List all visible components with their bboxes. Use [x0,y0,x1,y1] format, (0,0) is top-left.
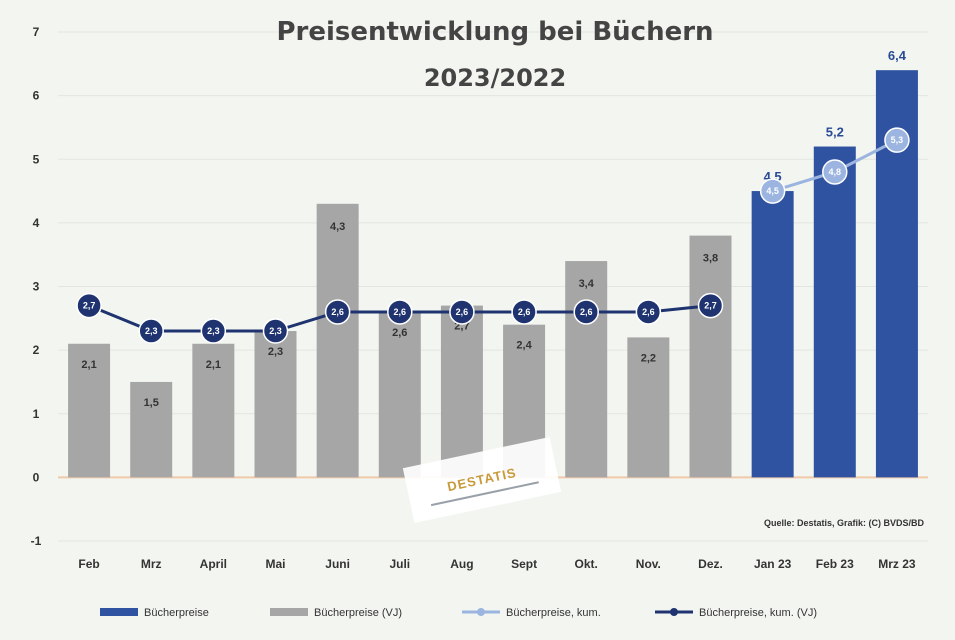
y-tick-label: 6 [33,89,40,103]
bars: 4,5 5,2 6,4 2,1 1,5 2,1 2,3 4,3 2,6 2,7 2,4 3,4 2,2 3… [68,48,918,478]
x-tick-label: Sept [511,557,537,571]
y-axis: -1 0 1 2 3 4 5 6 7 [31,25,42,548]
bar-data-label: 6,4 [888,48,907,63]
line-point [138,318,164,344]
bar [751,191,794,478]
line-point [697,292,724,319]
y-tick-label: 3 [33,280,40,294]
point-data-label: 2,3 [269,326,282,336]
point-data-label: 2,3 [145,326,158,336]
line-point [884,127,910,153]
line-point [573,299,599,325]
point-data-label: 2,7 [704,301,717,311]
x-tick-label: Feb 23 [816,557,854,571]
watermark-badge: DESTATIS [402,437,562,523]
legend-swatch [100,608,138,616]
point-data-label: 2,7 [83,301,96,311]
y-tick-label: 5 [33,152,40,166]
line-point [822,159,848,185]
point-data-label: 2,6 [518,307,531,317]
x-tick-label: Feb [78,557,99,571]
y-tick-label: 2 [33,343,40,357]
legend-label: Bücherpreise, kum. (VJ) [699,607,817,619]
lines: 4,5 4,8 5,3 2,7 2,3 2,3 2,3 2,6 2,6 2,6 2,6 2,6 2,6 2… [76,127,910,344]
point-data-label: 2,6 [642,307,655,317]
line-point [511,299,537,325]
legend-label: Bücherpreise, kum. [506,607,601,619]
watermark-underline [430,481,539,507]
x-tick-label: Jan 23 [754,557,792,571]
bar [689,235,732,478]
x-tick-label: Juni [325,557,350,571]
line-point [449,299,475,325]
x-axis: Feb Mrz April Mai Juni Juli Aug Sept Okt. Nov. Dez… [78,557,916,571]
x-tick-label: April [200,557,227,571]
bar [440,305,483,478]
line-point [759,178,786,204]
bar [316,203,359,478]
bar [130,381,173,478]
legend-marker [670,608,678,616]
bar [813,146,856,478]
watermark: DESTATIS [402,437,562,523]
point-data-label: 2,6 [331,307,344,317]
line-point [635,299,662,325]
chart-title-line-1: Preisentwicklung bei Büchern [276,17,713,47]
legend-label: Bücherpreise (VJ) [314,607,402,619]
bar-data-label: 2,1 [206,359,221,371]
x-tick-label: Dez. [698,557,723,571]
legend: Bücherpreise Bücherpreise (VJ) Bücherpreis… [100,607,817,619]
bar-data-label: 3,4 [579,278,595,290]
bar-data-label: 2,2 [641,352,656,364]
bar-data-label: 2,4 [516,340,532,352]
bar-data-label: 2,1 [81,359,96,371]
bar-data-label: 3,8 [703,253,718,265]
bar [254,331,297,478]
x-tick-label: Nov. [636,557,661,571]
watermark-card [402,437,562,523]
line-point [262,318,289,344]
y-tick-label: 7 [33,25,40,39]
point-data-label: 2,3 [207,326,220,336]
x-tick-label: Mrz [141,557,162,571]
point-data-label: 5,3 [891,135,904,145]
point-data-label: 4,5 [766,186,779,196]
bar [378,311,421,478]
x-tick-label: Okt. [575,557,598,571]
point-data-label: 2,6 [580,307,593,317]
bar-data-label: 5,2 [826,125,844,140]
bar-data-label: 4,3 [330,221,345,233]
x-tick-label: Juli [389,557,410,571]
bar-data-label: 1,5 [144,397,159,409]
line-point [324,299,351,325]
y-tick-label: 1 [33,407,40,421]
bar [565,261,608,478]
point-data-label: 4,8 [829,167,842,177]
x-tick-label: Aug [450,557,473,571]
chart-source: Quelle: Destatis, Grafik: (C) BVDS/BD [764,518,925,528]
x-tick-label: Mai [265,557,285,571]
legend-swatch [270,608,308,616]
chart-title-line-2: 2023/2022 [424,64,566,92]
x-tick-label: Mrz 23 [878,557,916,571]
line-point [387,299,413,325]
y-tick-label: 4 [33,216,40,230]
y-tick-label: 0 [33,470,40,484]
point-data-label: 2,6 [456,307,469,317]
bar [68,343,111,478]
bar-data-label: 2,6 [392,327,407,339]
line-point [76,292,102,319]
legend-marker [477,608,485,616]
y-tick-label: -1 [31,534,42,548]
bar-data-label: 2,3 [268,346,283,358]
line-point [200,318,227,344]
bar [627,337,670,478]
bar [192,343,235,478]
point-data-label: 2,6 [394,307,407,317]
legend-label: Bücherpreise [144,607,209,619]
